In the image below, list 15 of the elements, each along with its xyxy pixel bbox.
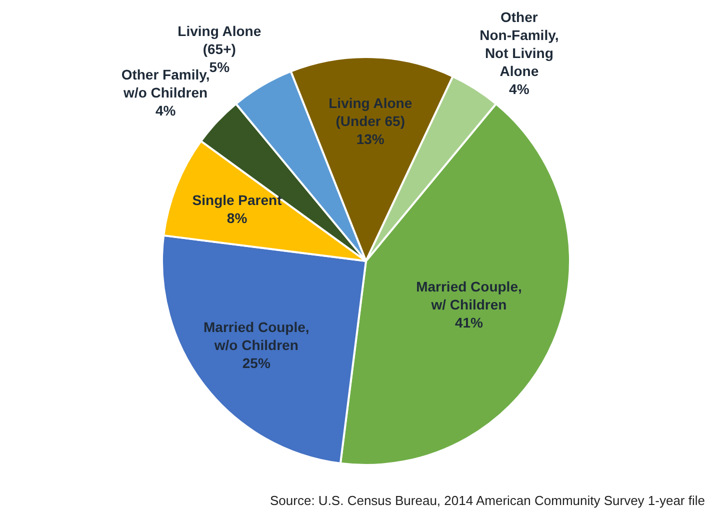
slice-label: Other Family, w/o Children <box>121 66 210 100</box>
data-label: 4% <box>509 81 530 98</box>
data-label: 41% <box>454 314 484 330</box>
data-label: 4% <box>155 102 176 118</box>
slice-label: Married Couple, w/o Children <box>203 318 310 353</box>
data-label: 8% <box>226 210 248 226</box>
slice-label: Living Alone (Under 65) <box>328 95 412 130</box>
slice-label: Married Couple, w/ Children <box>416 278 522 312</box>
data-label: 5% <box>209 59 230 76</box>
data-label: 13% <box>356 131 385 148</box>
slice-label: Living Alone (65+) <box>178 23 262 58</box>
slice-label: Other Non-Family, Not Living Alone <box>480 9 559 80</box>
slice-label: Single Parent <box>192 192 282 208</box>
source-note: Source: U.S. Census Bureau, 2014 American Community Survey 1-year file <box>270 493 705 508</box>
data-label: 25% <box>242 354 271 371</box>
